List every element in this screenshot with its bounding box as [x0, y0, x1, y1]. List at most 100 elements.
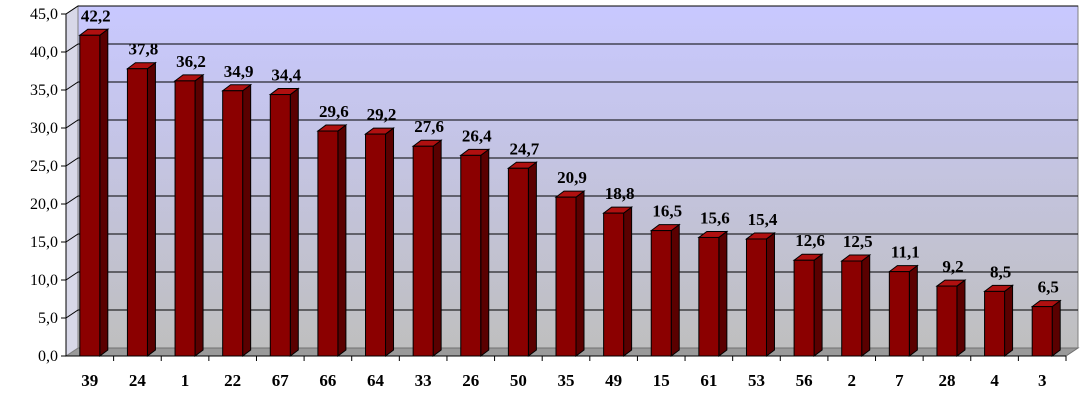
- x-tick-label: 39: [81, 371, 98, 390]
- bar-front: [174, 80, 196, 357]
- y-tick-label: 40,0: [30, 44, 58, 61]
- data-label: 37,8: [129, 40, 159, 59]
- x-tick-label: 66: [319, 371, 336, 390]
- bar: [697, 230, 729, 357]
- y-tick-label: 10,0: [30, 272, 58, 289]
- bar-side: [385, 127, 395, 357]
- gridline: [65, 309, 1078, 319]
- bar-front: [365, 133, 387, 357]
- x-tick-label: 61: [700, 371, 717, 390]
- y-tick-label: 0,0: [38, 348, 58, 365]
- bar-front: [984, 290, 1006, 357]
- data-label: 15,4: [748, 210, 778, 229]
- data-label: 24,7: [510, 139, 540, 158]
- bar-side: [670, 223, 680, 357]
- gridline: [65, 233, 1078, 243]
- x-tick-label: 22: [224, 371, 241, 390]
- bar: [125, 61, 157, 357]
- data-label: 27,6: [414, 117, 444, 136]
- bar-side: [194, 73, 204, 357]
- bar-side: [623, 206, 633, 357]
- y-tick-label: 35,0: [30, 82, 58, 99]
- data-label: 15,6: [700, 208, 730, 227]
- bar-side: [432, 139, 442, 357]
- bar-side: [813, 253, 823, 357]
- y-tick-label: 5,0: [38, 310, 58, 327]
- x-tick-label: 15: [653, 371, 670, 390]
- bar-front: [698, 236, 720, 357]
- bar-side: [146, 61, 156, 357]
- bar: [316, 124, 348, 357]
- bar-front: [555, 196, 577, 357]
- x-tick-label: 3: [1038, 371, 1047, 390]
- bar: [887, 264, 919, 357]
- data-label: 12,5: [843, 232, 873, 251]
- data-label: 16,5: [652, 202, 682, 221]
- bars: [78, 28, 1062, 357]
- y-tick-label: 30,0: [30, 120, 58, 137]
- x-tick-label: 53: [748, 371, 765, 390]
- data-label: 18,8: [605, 184, 635, 203]
- bar-front: [222, 90, 244, 357]
- gridline: [65, 5, 1078, 15]
- bar: [649, 223, 681, 357]
- bar-front: [650, 230, 672, 357]
- bar-front: [317, 130, 339, 357]
- y-tick-label: 25,0: [30, 158, 58, 175]
- x-tick-label: 56: [796, 371, 813, 390]
- data-label: 6,5: [1038, 278, 1059, 297]
- bar: [173, 73, 205, 357]
- gridline: [65, 157, 1078, 167]
- y-tick-label: 20,0: [30, 196, 58, 213]
- bar: [506, 161, 538, 357]
- bar-side: [1004, 284, 1014, 357]
- bar-side: [480, 148, 490, 357]
- bar: [935, 279, 967, 357]
- bar-front: [126, 68, 148, 357]
- bar: [840, 254, 872, 357]
- x-tick-label: 2: [847, 371, 856, 390]
- x-tick-label: 7: [895, 371, 904, 390]
- bar: [459, 148, 491, 357]
- data-label: 36,2: [176, 52, 206, 71]
- x-tick-label: 33: [415, 371, 432, 390]
- data-label: 29,6: [319, 102, 349, 121]
- bar-side: [575, 190, 585, 357]
- bar-side: [861, 254, 871, 357]
- gridline: [65, 119, 1078, 129]
- bar: [602, 206, 634, 357]
- x-tick-label: 64: [367, 371, 385, 390]
- data-label: 42,2: [81, 6, 111, 25]
- bar-front: [1031, 306, 1053, 357]
- bar-side: [718, 230, 728, 357]
- bar-front: [507, 167, 529, 357]
- x-tick-label: 67: [272, 371, 290, 390]
- y-tick-label: 45,0: [30, 6, 58, 23]
- bar: [554, 190, 586, 357]
- bar-front: [79, 34, 101, 357]
- data-label: 8,5: [990, 262, 1011, 281]
- bar-front: [269, 94, 291, 357]
- x-tick-label: 26: [462, 371, 479, 390]
- bar-front: [936, 285, 958, 357]
- bar: [792, 253, 824, 357]
- bar-front: [841, 260, 863, 357]
- x-tick-label: 4: [990, 371, 999, 390]
- bar: [78, 28, 110, 357]
- bar-side: [956, 279, 966, 357]
- x-tick-label: 1: [181, 371, 190, 390]
- bar-side: [289, 87, 299, 357]
- data-label: 29,2: [367, 105, 397, 124]
- data-label: 34,4: [271, 66, 301, 85]
- data-label: 12,6: [795, 231, 825, 250]
- bar: [744, 231, 776, 357]
- bar-side: [765, 231, 775, 357]
- bar-side: [242, 83, 252, 357]
- gridline: [65, 43, 1078, 53]
- bar-front: [460, 154, 482, 357]
- bar-side: [527, 161, 537, 357]
- x-tick-label: 49: [605, 371, 622, 390]
- data-label: 20,9: [557, 168, 587, 187]
- data-label: 26,4: [462, 126, 492, 145]
